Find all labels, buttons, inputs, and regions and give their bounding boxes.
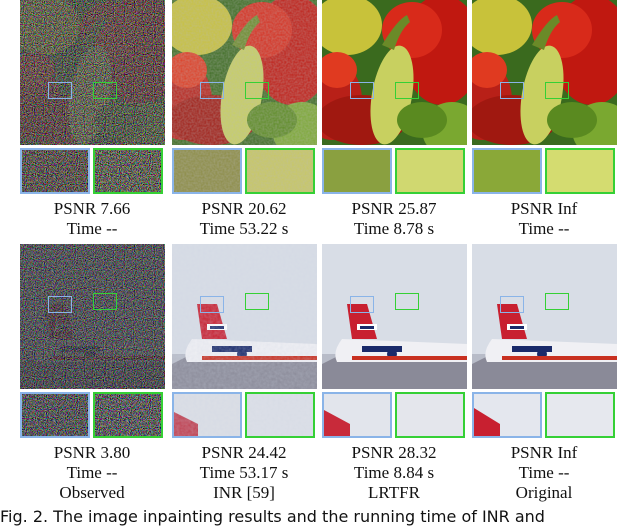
psnr-label: PSNR 28.32 bbox=[351, 443, 437, 462]
zoom-region-green bbox=[245, 293, 269, 310]
pepper-observed-image bbox=[20, 0, 165, 145]
time-label: Time -- bbox=[66, 463, 118, 482]
time-label: Time 8.78 s bbox=[353, 219, 435, 238]
airplane-inr-image bbox=[172, 244, 317, 389]
time-label: Time 53.22 s bbox=[199, 219, 289, 238]
zoom-region-blue bbox=[500, 82, 524, 99]
figure-caption: Fig. 2. The image inpainting results and… bbox=[0, 507, 545, 526]
zoom-inset-green bbox=[245, 148, 315, 194]
zoom-region-blue bbox=[350, 82, 374, 99]
psnr-label: PSNR Inf bbox=[510, 443, 578, 462]
method-label-original: Original bbox=[515, 483, 573, 502]
pepper-lrtfr-panel bbox=[322, 0, 467, 196]
zoom-region-green bbox=[245, 82, 269, 99]
airplane-lrtfr-panel bbox=[322, 244, 467, 440]
airplane-observed-image bbox=[20, 244, 165, 389]
zoom-inset-blue bbox=[472, 148, 542, 194]
zoom-inset-green bbox=[93, 392, 163, 438]
zoom-inset-green bbox=[93, 148, 163, 194]
zoom-region-blue bbox=[200, 296, 224, 313]
psnr-label: PSNR 3.80 bbox=[53, 443, 131, 462]
zoom-region-green bbox=[395, 293, 419, 310]
time-label: Time 53.17 s bbox=[199, 463, 289, 482]
pepper-inr-image bbox=[172, 0, 317, 145]
zoom-inset-blue bbox=[322, 148, 392, 194]
time-label: Time 8.84 s bbox=[353, 463, 435, 482]
zoom-inset-blue bbox=[20, 148, 90, 194]
zoom-region-green bbox=[93, 82, 117, 99]
pepper-inr-panel bbox=[172, 0, 317, 196]
zoom-region-blue bbox=[48, 82, 72, 99]
zoom-region-blue bbox=[200, 82, 224, 99]
time-label: Time -- bbox=[66, 219, 118, 238]
zoom-region-green bbox=[93, 293, 117, 310]
zoom-inset-blue bbox=[172, 392, 242, 438]
zoom-region-blue bbox=[48, 296, 72, 313]
zoom-region-blue bbox=[350, 296, 374, 313]
method-label-inr: INR [59] bbox=[213, 483, 275, 502]
pepper-original-panel bbox=[472, 0, 617, 196]
pepper-observed-panel bbox=[20, 0, 165, 196]
zoom-inset-green bbox=[245, 392, 315, 438]
psnr-label: PSNR 24.42 bbox=[201, 443, 287, 462]
psnr-label: PSNR Inf bbox=[510, 199, 578, 218]
zoom-inset-blue bbox=[472, 392, 542, 438]
airplane-inr-panel bbox=[172, 244, 317, 440]
zoom-inset-green bbox=[395, 392, 465, 438]
airplane-observed-panel bbox=[20, 244, 165, 440]
method-label-lrtfr: LRTFR bbox=[368, 483, 420, 502]
zoom-region-green bbox=[545, 82, 569, 99]
time-label: Time -- bbox=[518, 219, 570, 238]
zoom-inset-green bbox=[395, 148, 465, 194]
method-label-observed: Observed bbox=[59, 483, 125, 502]
airplane-original-panel bbox=[472, 244, 617, 440]
psnr-label: PSNR 7.66 bbox=[53, 199, 131, 218]
zoom-region-green bbox=[545, 293, 569, 310]
zoom-inset-blue bbox=[20, 392, 90, 438]
zoom-region-green bbox=[395, 82, 419, 99]
airplane-lrtfr-image bbox=[322, 244, 467, 389]
airplane-original-image bbox=[472, 244, 617, 389]
psnr-label: PSNR 25.87 bbox=[351, 199, 437, 218]
pepper-original-image bbox=[472, 0, 617, 145]
psnr-label: PSNR 20.62 bbox=[201, 199, 287, 218]
zoom-region-blue bbox=[500, 296, 524, 313]
time-label: Time -- bbox=[518, 463, 570, 482]
zoom-inset-blue bbox=[322, 392, 392, 438]
zoom-inset-green bbox=[545, 392, 615, 438]
zoom-inset-blue bbox=[172, 148, 242, 194]
zoom-inset-green bbox=[545, 148, 615, 194]
pepper-lrtfr-image bbox=[322, 0, 467, 145]
